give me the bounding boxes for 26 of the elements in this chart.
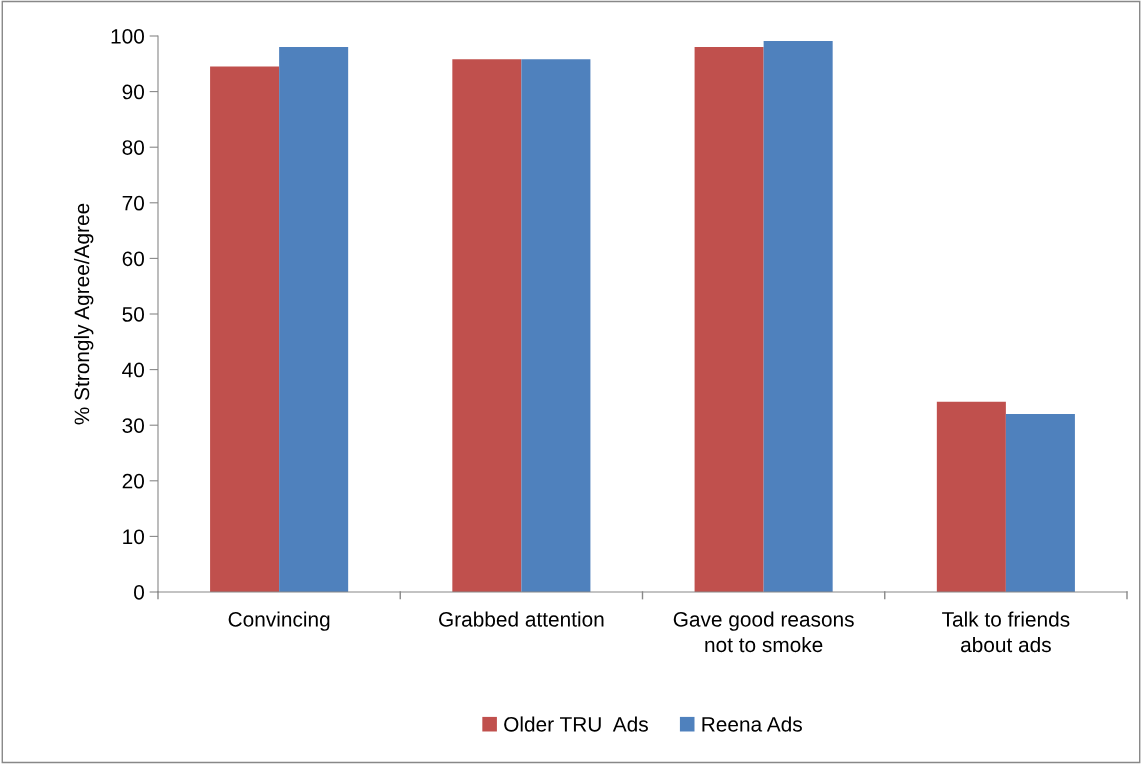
y-tick-label: 90: [122, 84, 144, 100]
y-tick-label: 10: [123, 529, 144, 545]
bar: [521, 59, 591, 592]
x-tick-label: Grabbed attention: [439, 611, 604, 627]
y-tick-label: 60: [122, 251, 144, 267]
x-tick-label: Gave good reasons not to smoke: [673, 611, 854, 653]
y-tick-label: 70: [122, 195, 144, 211]
bar: [694, 47, 764, 592]
legend-label: Older TRU Ads: [504, 716, 648, 732]
bar: [279, 47, 349, 592]
bar: [936, 401, 1006, 592]
bar: [763, 41, 833, 592]
y-tick-label: 50: [122, 307, 144, 322]
bar: [452, 59, 522, 592]
y-tick-label: 80: [122, 140, 144, 155]
y-axis-title: % Strongly Agree/Agree: [73, 203, 94, 425]
legend-label: Reena Ads: [702, 716, 802, 732]
y-tick-label: 30: [122, 418, 144, 433]
y-tick-label: 0: [134, 585, 144, 600]
x-tick-label: Convincing: [228, 611, 330, 631]
y-tick-label: 20: [122, 473, 144, 489]
y-tick-label: 40: [122, 362, 144, 378]
y-tick-label: 100: [111, 29, 144, 44]
bar: [210, 66, 280, 592]
x-tick-label: Talk to friends about ads: [942, 611, 1070, 653]
bar: [1005, 414, 1075, 592]
